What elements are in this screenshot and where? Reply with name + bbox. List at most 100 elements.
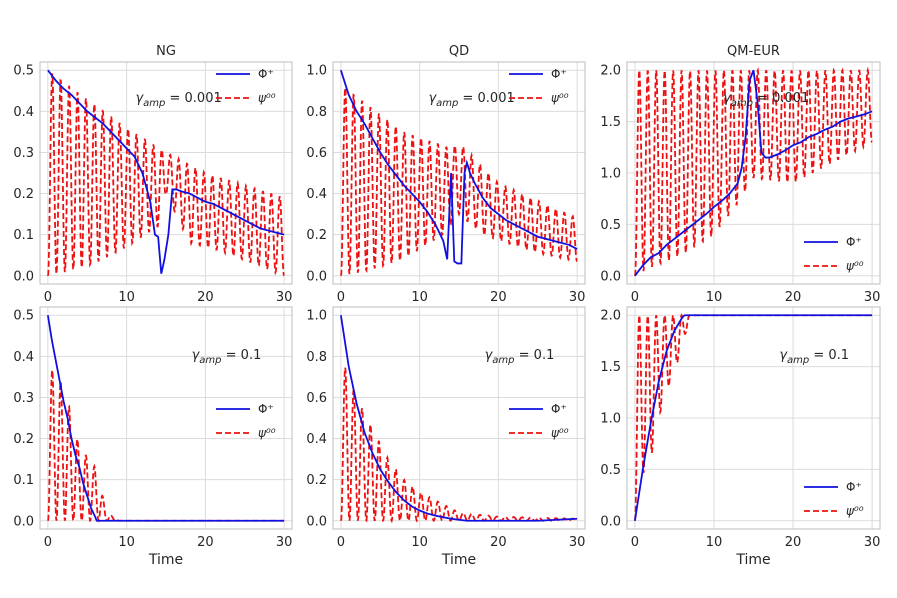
legend-label: Φ⁺ [846, 480, 862, 494]
legend-label: Φ⁺ [258, 402, 274, 416]
legend-label: ψ⁰⁰ [846, 259, 864, 273]
series-phi-plus-line [339, 315, 578, 522]
legend-label: ψ⁰⁰ [551, 91, 569, 105]
x-tick-label: 30 [569, 535, 586, 550]
legend-label: ψ⁰⁰ [846, 504, 864, 518]
series-phi-plus-line [47, 69, 285, 274]
legend: Φ⁺ ψ⁰⁰ [216, 67, 276, 105]
x-axis-label: Time [441, 552, 476, 568]
y-tick-label: 0.8 [306, 350, 327, 365]
gamma-amp-annotation: γamp = 0.1 [779, 348, 849, 366]
x-tick-label: 20 [197, 535, 214, 550]
x-tick-label: 0 [631, 535, 639, 550]
y-tick-label: 0.4 [306, 187, 327, 202]
legend-label: Φ⁺ [551, 402, 567, 416]
x-tick-label: 10 [118, 535, 135, 550]
legend-label: Φ⁺ [846, 235, 862, 249]
y-tick-label: 0.5 [600, 218, 621, 233]
y-tick-label: 0.2 [13, 432, 34, 447]
subplot-title: NG [156, 44, 176, 59]
y-tick-label: 2.0 [600, 309, 621, 324]
x-tick-label: 30 [276, 535, 293, 550]
subplot-qd-high: 0 10 20 30 0.0 0.2 0.4 0.6 0.8 1.0 Time γamp = 0.1 Φ… [306, 306, 586, 568]
y-tick-label: 0.0 [306, 514, 327, 529]
x-tick-label: 30 [276, 290, 293, 305]
y-tick-label: 1.0 [600, 412, 621, 427]
legend-label: ψ⁰⁰ [258, 91, 276, 105]
y-tick-label: 0.0 [600, 269, 621, 284]
legend: Φ⁺ ψ⁰⁰ [804, 235, 864, 273]
series-psi00-line [340, 367, 578, 524]
subplot-ng-high: 0 10 20 30 0.0 0.1 0.2 0.3 0.4 0.5 Time γamp = 0.1 Φ… [13, 306, 293, 568]
x-tick-label: 0 [44, 290, 52, 305]
series-phi-plus-line [634, 314, 873, 521]
y-tick-label: 0.0 [13, 269, 34, 284]
axes-frame [39, 306, 293, 530]
gamma-amp-annotation: γamp = 0.001 [428, 91, 514, 109]
legend: Φ⁺ ψ⁰⁰ [509, 67, 569, 105]
x-tick-label: 0 [337, 535, 345, 550]
axes-frame [39, 61, 293, 285]
subplot-title: QD [449, 44, 469, 59]
y-tick-label: 0.2 [306, 473, 327, 488]
y-tick-label: 0.3 [13, 146, 34, 161]
series-phi-plus-line [46, 315, 285, 522]
x-axis-label: Time [148, 552, 183, 568]
legend-label: ψ⁰⁰ [551, 426, 569, 440]
subplot-title: QM-EUR [727, 44, 780, 59]
x-tick-label: 10 [118, 290, 135, 305]
x-tick-label: 0 [631, 290, 639, 305]
x-tick-label: 10 [411, 290, 428, 305]
y-tick-label: 0.0 [600, 514, 621, 529]
x-tick-label: 0 [44, 535, 52, 550]
x-tick-label: 20 [785, 535, 802, 550]
x-tick-label: 20 [490, 535, 507, 550]
x-axis-label: Time [735, 552, 770, 568]
legend-label: Φ⁺ [258, 67, 274, 81]
series-phi-plus-line [340, 69, 578, 265]
series-psi00-line [47, 370, 285, 525]
subplot-qm-high: 0 10 20 30 0.0 0.5 1.0 1.5 2.0 Time γamp = 0.1 Φ⁺ ψ⁰… [600, 306, 881, 568]
gamma-amp-annotation: γamp = 0.1 [485, 348, 555, 366]
legend: Φ⁺ ψ⁰⁰ [804, 480, 864, 518]
y-tick-label: 0.1 [13, 228, 34, 243]
legend-label: ψ⁰⁰ [258, 426, 276, 440]
y-tick-label: 0.1 [13, 473, 34, 488]
y-tick-label: 0.5 [13, 309, 34, 324]
y-tick-label: 1.0 [306, 309, 327, 324]
x-tick-label: 20 [785, 290, 802, 305]
gamma-amp-annotation: γamp = 0.001 [723, 91, 809, 109]
gamma-amp-annotation: γamp = 0.001 [135, 91, 221, 109]
x-tick-label: 20 [490, 290, 507, 305]
y-tick-label: 0.5 [600, 463, 621, 478]
legend-label: Φ⁺ [551, 67, 567, 81]
x-tick-label: 10 [706, 535, 723, 550]
x-tick-label: 10 [411, 535, 428, 550]
y-tick-label: 0.4 [13, 350, 34, 365]
series-psi00-line [340, 87, 578, 276]
y-tick-label: 0.6 [306, 146, 327, 161]
y-tick-label: 0.3 [13, 391, 34, 406]
gamma-amp-annotation: γamp = 0.1 [192, 348, 262, 366]
x-tick-label: 30 [569, 290, 586, 305]
series-phi-plus-line [634, 69, 873, 277]
y-tick-label: 0.4 [306, 432, 327, 447]
y-tick-label: 0.0 [306, 269, 327, 284]
y-tick-label: 0.4 [13, 105, 34, 120]
y-tick-label: 0.0 [13, 514, 34, 529]
y-tick-label: 1.5 [600, 360, 621, 375]
axes-frame [332, 306, 586, 530]
axes-frame [332, 61, 586, 285]
x-tick-label: 20 [197, 290, 214, 305]
y-tick-label: 0.5 [13, 64, 34, 79]
legend: Φ⁺ ψ⁰⁰ [509, 402, 569, 440]
x-tick-label: 10 [706, 290, 723, 305]
y-tick-label: 1.0 [306, 64, 327, 79]
x-tick-label: 0 [337, 290, 345, 305]
y-tick-label: 0.2 [13, 187, 34, 202]
legend: Φ⁺ ψ⁰⁰ [216, 402, 276, 440]
series-psi00-line [634, 66, 873, 276]
